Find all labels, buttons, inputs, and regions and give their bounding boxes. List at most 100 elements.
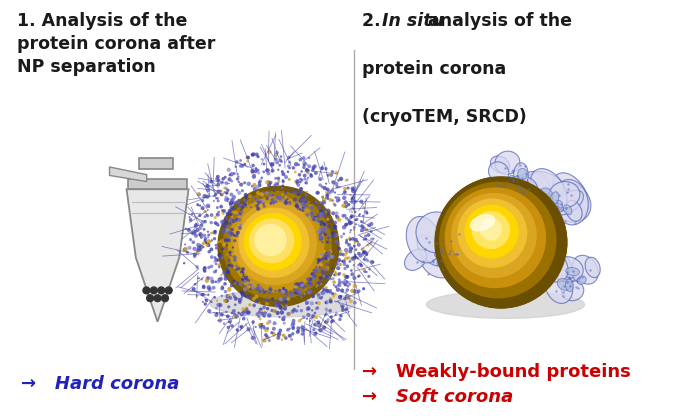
Point — [319, 273, 330, 280]
Point — [204, 238, 215, 245]
Point — [280, 200, 291, 206]
Point — [312, 305, 323, 311]
Ellipse shape — [515, 179, 530, 203]
Point — [239, 199, 250, 206]
Point — [227, 218, 238, 224]
Point — [221, 219, 232, 226]
Point — [346, 214, 357, 220]
Point — [349, 300, 360, 306]
Point — [239, 161, 250, 168]
Point — [358, 285, 369, 292]
Point — [221, 265, 233, 272]
Point — [195, 202, 206, 209]
Point — [267, 295, 278, 302]
Point — [299, 161, 310, 167]
Point — [241, 294, 252, 300]
Point — [313, 300, 324, 307]
Point — [213, 302, 224, 308]
Point — [239, 179, 250, 186]
Point — [279, 332, 290, 339]
Point — [281, 196, 292, 203]
Point — [201, 277, 213, 284]
Point — [331, 210, 342, 217]
Point — [331, 232, 342, 239]
Point — [190, 222, 201, 229]
Point — [219, 208, 230, 214]
Point — [202, 203, 213, 209]
Point — [233, 310, 244, 316]
Point — [436, 245, 447, 252]
Point — [226, 178, 237, 185]
Point — [303, 287, 314, 293]
Point — [235, 271, 246, 278]
Point — [275, 327, 286, 334]
Circle shape — [445, 188, 546, 287]
Point — [312, 218, 323, 224]
Point — [274, 287, 285, 294]
Point — [255, 316, 266, 322]
Point — [292, 178, 303, 185]
Point — [190, 228, 201, 235]
Point — [318, 290, 329, 296]
Point — [239, 200, 250, 207]
Point — [274, 194, 285, 201]
Point — [221, 242, 233, 248]
Ellipse shape — [553, 173, 589, 217]
Point — [190, 233, 201, 239]
Circle shape — [224, 192, 331, 299]
Point — [306, 315, 317, 322]
Point — [297, 201, 308, 207]
Point — [235, 211, 246, 218]
Point — [206, 254, 217, 260]
Point — [222, 211, 233, 218]
Point — [333, 265, 344, 272]
Point — [453, 231, 464, 238]
Point — [228, 205, 239, 212]
Point — [210, 191, 221, 198]
Point — [229, 208, 240, 215]
Point — [315, 275, 326, 281]
Point — [366, 258, 377, 264]
Point — [230, 219, 241, 226]
Point — [210, 220, 221, 226]
Point — [325, 248, 336, 255]
Point — [248, 173, 259, 180]
Point — [337, 304, 348, 311]
Point — [320, 278, 331, 285]
Point — [232, 280, 243, 286]
Point — [351, 246, 362, 253]
Point — [322, 186, 333, 193]
Point — [199, 193, 210, 199]
Point — [315, 218, 326, 225]
Ellipse shape — [438, 240, 453, 250]
Ellipse shape — [566, 267, 580, 276]
Point — [226, 322, 237, 329]
Point — [339, 251, 351, 258]
Point — [289, 286, 300, 292]
Point — [242, 310, 253, 316]
Point — [219, 297, 230, 304]
Point — [224, 257, 235, 264]
Point — [317, 239, 328, 245]
Point — [319, 324, 330, 331]
Point — [311, 300, 322, 306]
Point — [203, 242, 214, 248]
Point — [313, 217, 324, 223]
Point — [546, 200, 557, 207]
Point — [221, 210, 233, 217]
Point — [334, 197, 345, 203]
Point — [349, 254, 360, 261]
Point — [353, 250, 364, 257]
Point — [253, 313, 264, 320]
Point — [224, 249, 235, 255]
Point — [556, 207, 567, 214]
Point — [315, 230, 326, 236]
Ellipse shape — [495, 151, 520, 174]
Point — [318, 287, 329, 294]
Point — [304, 306, 315, 312]
Point — [309, 273, 320, 280]
Point — [221, 223, 233, 229]
Point — [199, 266, 210, 272]
Point — [252, 198, 263, 204]
Point — [224, 166, 235, 173]
